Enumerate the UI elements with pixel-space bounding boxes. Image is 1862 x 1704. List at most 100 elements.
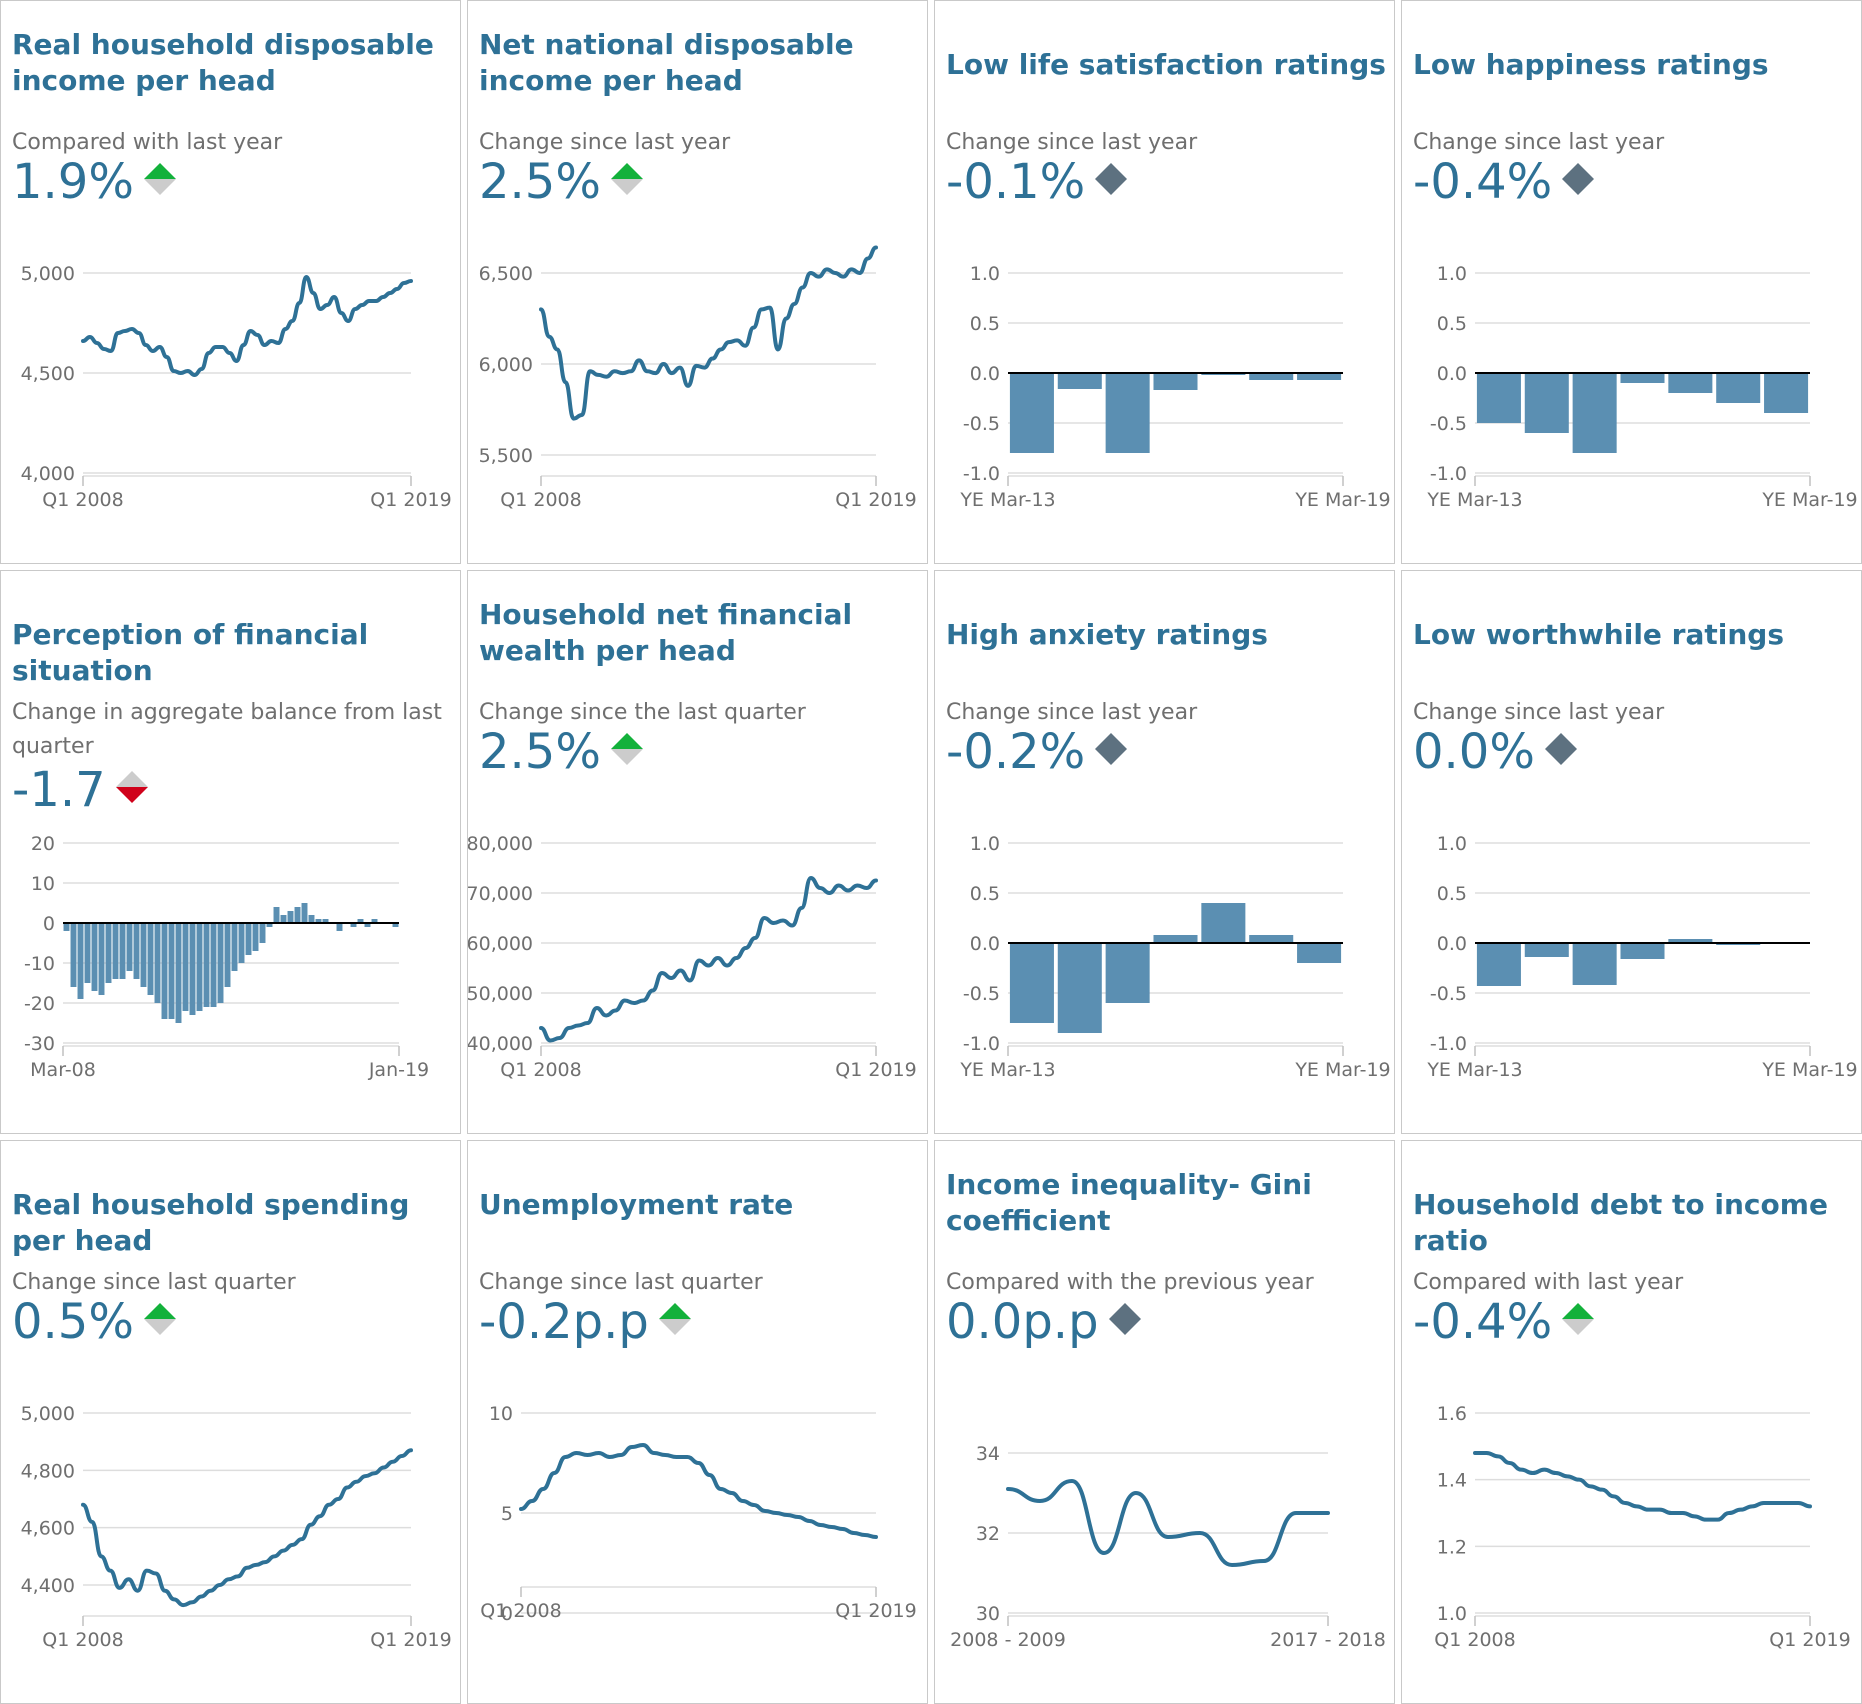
bar [119, 923, 126, 979]
card-title: Real household spending per head [12, 1188, 410, 1257]
value-text: 0.0% [1413, 724, 1535, 780]
x-tick-label: Q1 2008 [480, 1600, 561, 1622]
x-tick-label: Q1 2008 [500, 489, 581, 511]
y-tick-label: 30 [976, 1603, 1000, 1625]
y-tick-label: -30 [24, 1033, 55, 1055]
arrow-up-icon [610, 733, 643, 765]
arrow-up-icon [658, 1303, 691, 1335]
x-tick-label: YE Mar-13 [959, 489, 1055, 511]
bar [1620, 373, 1665, 383]
bar [294, 907, 301, 923]
bar [217, 923, 224, 1003]
arrow-up-icon [143, 1303, 176, 1335]
bar [63, 923, 70, 931]
arrow-up-icon [143, 163, 176, 195]
x-tick-label: Q1 2008 [42, 489, 123, 511]
direction-indicator [609, 152, 645, 210]
bar [350, 923, 357, 927]
bar [168, 923, 175, 1019]
value-text: 1.9% [12, 154, 134, 210]
arrow-neutral-icon [1108, 1303, 1141, 1335]
x-tick-label: YE Mar-19 [1761, 489, 1857, 511]
bar [1476, 943, 1521, 986]
y-tick-label: 0 [43, 913, 55, 935]
y-tick-label: 0.0 [1437, 363, 1467, 385]
series-line [1006, 1479, 1330, 1567]
y-tick-label: 5,500 [479, 445, 533, 467]
y-tick-label: 70,000 [468, 883, 533, 905]
series-line [81, 1448, 413, 1608]
chart: 1.6 1.4 1.2 1.0 Q1 2008 Q1 2019 [1434, 1403, 1850, 1651]
card-title: Unemployment rate [479, 1188, 794, 1221]
arrow-up-icon [1562, 1303, 1595, 1335]
x-tick-label: Q1 2019 [835, 1059, 916, 1081]
card-value: -0.4% [1413, 153, 1596, 214]
bar [1201, 903, 1246, 943]
bar [1249, 935, 1294, 943]
y-tick-label: 5,000 [21, 1403, 75, 1425]
y-tick-label: 1.0 [1437, 833, 1467, 855]
bar [1153, 935, 1198, 943]
metric-card: 34 32 30 2008 - 2009 2017 - 2018 Income inequ… [934, 1140, 1395, 1704]
x-tick-label: Q1 2019 [1769, 1629, 1850, 1651]
y-tick-label: 10 [489, 1403, 513, 1425]
chart: 1.0 0.5 0.0 -0.5 -1.0 YE Mar-13 YE Mar-19 [1426, 833, 1857, 1081]
direction-indicator [142, 152, 178, 210]
y-tick-label: 4,500 [21, 363, 75, 385]
y-tick-label: 1.0 [970, 833, 1000, 855]
bar [1249, 373, 1294, 380]
chart: 10 5 0Q1 2008 Q1 2019 [480, 1403, 916, 1625]
y-tick-label: 1.2 [1437, 1536, 1467, 1558]
x-tick-label: YE Mar-13 [1426, 1059, 1522, 1081]
metric-card: 1.0 0.5 0.0 -0.5 -1.0 YE Mar-13 YE Mar-19 Low w… [1401, 570, 1862, 1134]
bar [112, 923, 119, 979]
bar [287, 911, 294, 923]
y-tick-label: 6,000 [479, 354, 533, 376]
card-title: Household net financial wealth per head [479, 598, 853, 667]
card-subtitle: Change since last quarter [12, 1270, 296, 1295]
y-tick-label: 0.5 [970, 313, 1000, 335]
y-tick-label: -1.0 [963, 463, 1000, 485]
x-tick-label: Q1 2019 [370, 489, 451, 511]
card-value: 0.0% [1413, 723, 1579, 784]
bar [1297, 373, 1342, 380]
bar [1572, 943, 1617, 985]
card-subtitle: Change since last year [946, 130, 1198, 155]
bar [224, 923, 231, 987]
metric-card: 1.0 0.5 0.0 -0.5 -1.0 YE Mar-13 YE Mar-19 Low h… [1401, 0, 1862, 564]
y-tick-label: 0 [501, 1603, 513, 1625]
card-subtitle: Change in aggregate balance from last qu… [12, 700, 442, 759]
series-line [539, 876, 878, 1043]
card-value: 1.9% [12, 153, 178, 214]
y-tick-label: 5,000 [21, 263, 75, 285]
bar [1668, 373, 1713, 393]
bar [196, 923, 203, 1011]
y-tick-label: 20 [31, 833, 55, 855]
bar [364, 923, 371, 927]
x-tick-label: YE Mar-19 [1294, 489, 1390, 511]
x-tick-label: Mar-08 [30, 1059, 96, 1081]
value-text: -0.2% [946, 724, 1086, 780]
value-text: 0.0p.p [946, 1294, 1099, 1350]
value-text: -0.4% [1413, 154, 1553, 210]
bar [252, 923, 259, 951]
arrow-neutral-icon [1095, 163, 1128, 195]
y-tick-label: 34 [976, 1443, 1000, 1465]
bar [133, 923, 140, 979]
value-text: -1.7 [12, 762, 106, 818]
x-tick-label: 2017 - 2018 [1270, 1629, 1386, 1651]
y-tick-label: 80,000 [468, 833, 533, 855]
card-title: Income inequality- Gini coefficient [946, 1168, 1312, 1237]
bar [245, 923, 252, 955]
direction-indicator [1560, 1292, 1596, 1350]
bar [1297, 943, 1342, 963]
bar [161, 923, 168, 1019]
bar [105, 923, 112, 983]
metric-card: 5,000 4,800 4,600 4,400 Q1 2008 Q1 2019 Real h… [0, 1140, 461, 1704]
chart: 1.0 0.5 0.0 -0.5 -1.0 YE Mar-13 YE Mar-19 [959, 263, 1390, 511]
bar [322, 919, 329, 923]
bar [154, 923, 161, 1003]
y-tick-label: 6,500 [479, 263, 533, 285]
bar [1153, 373, 1198, 390]
arrow-neutral-icon [1544, 733, 1577, 765]
